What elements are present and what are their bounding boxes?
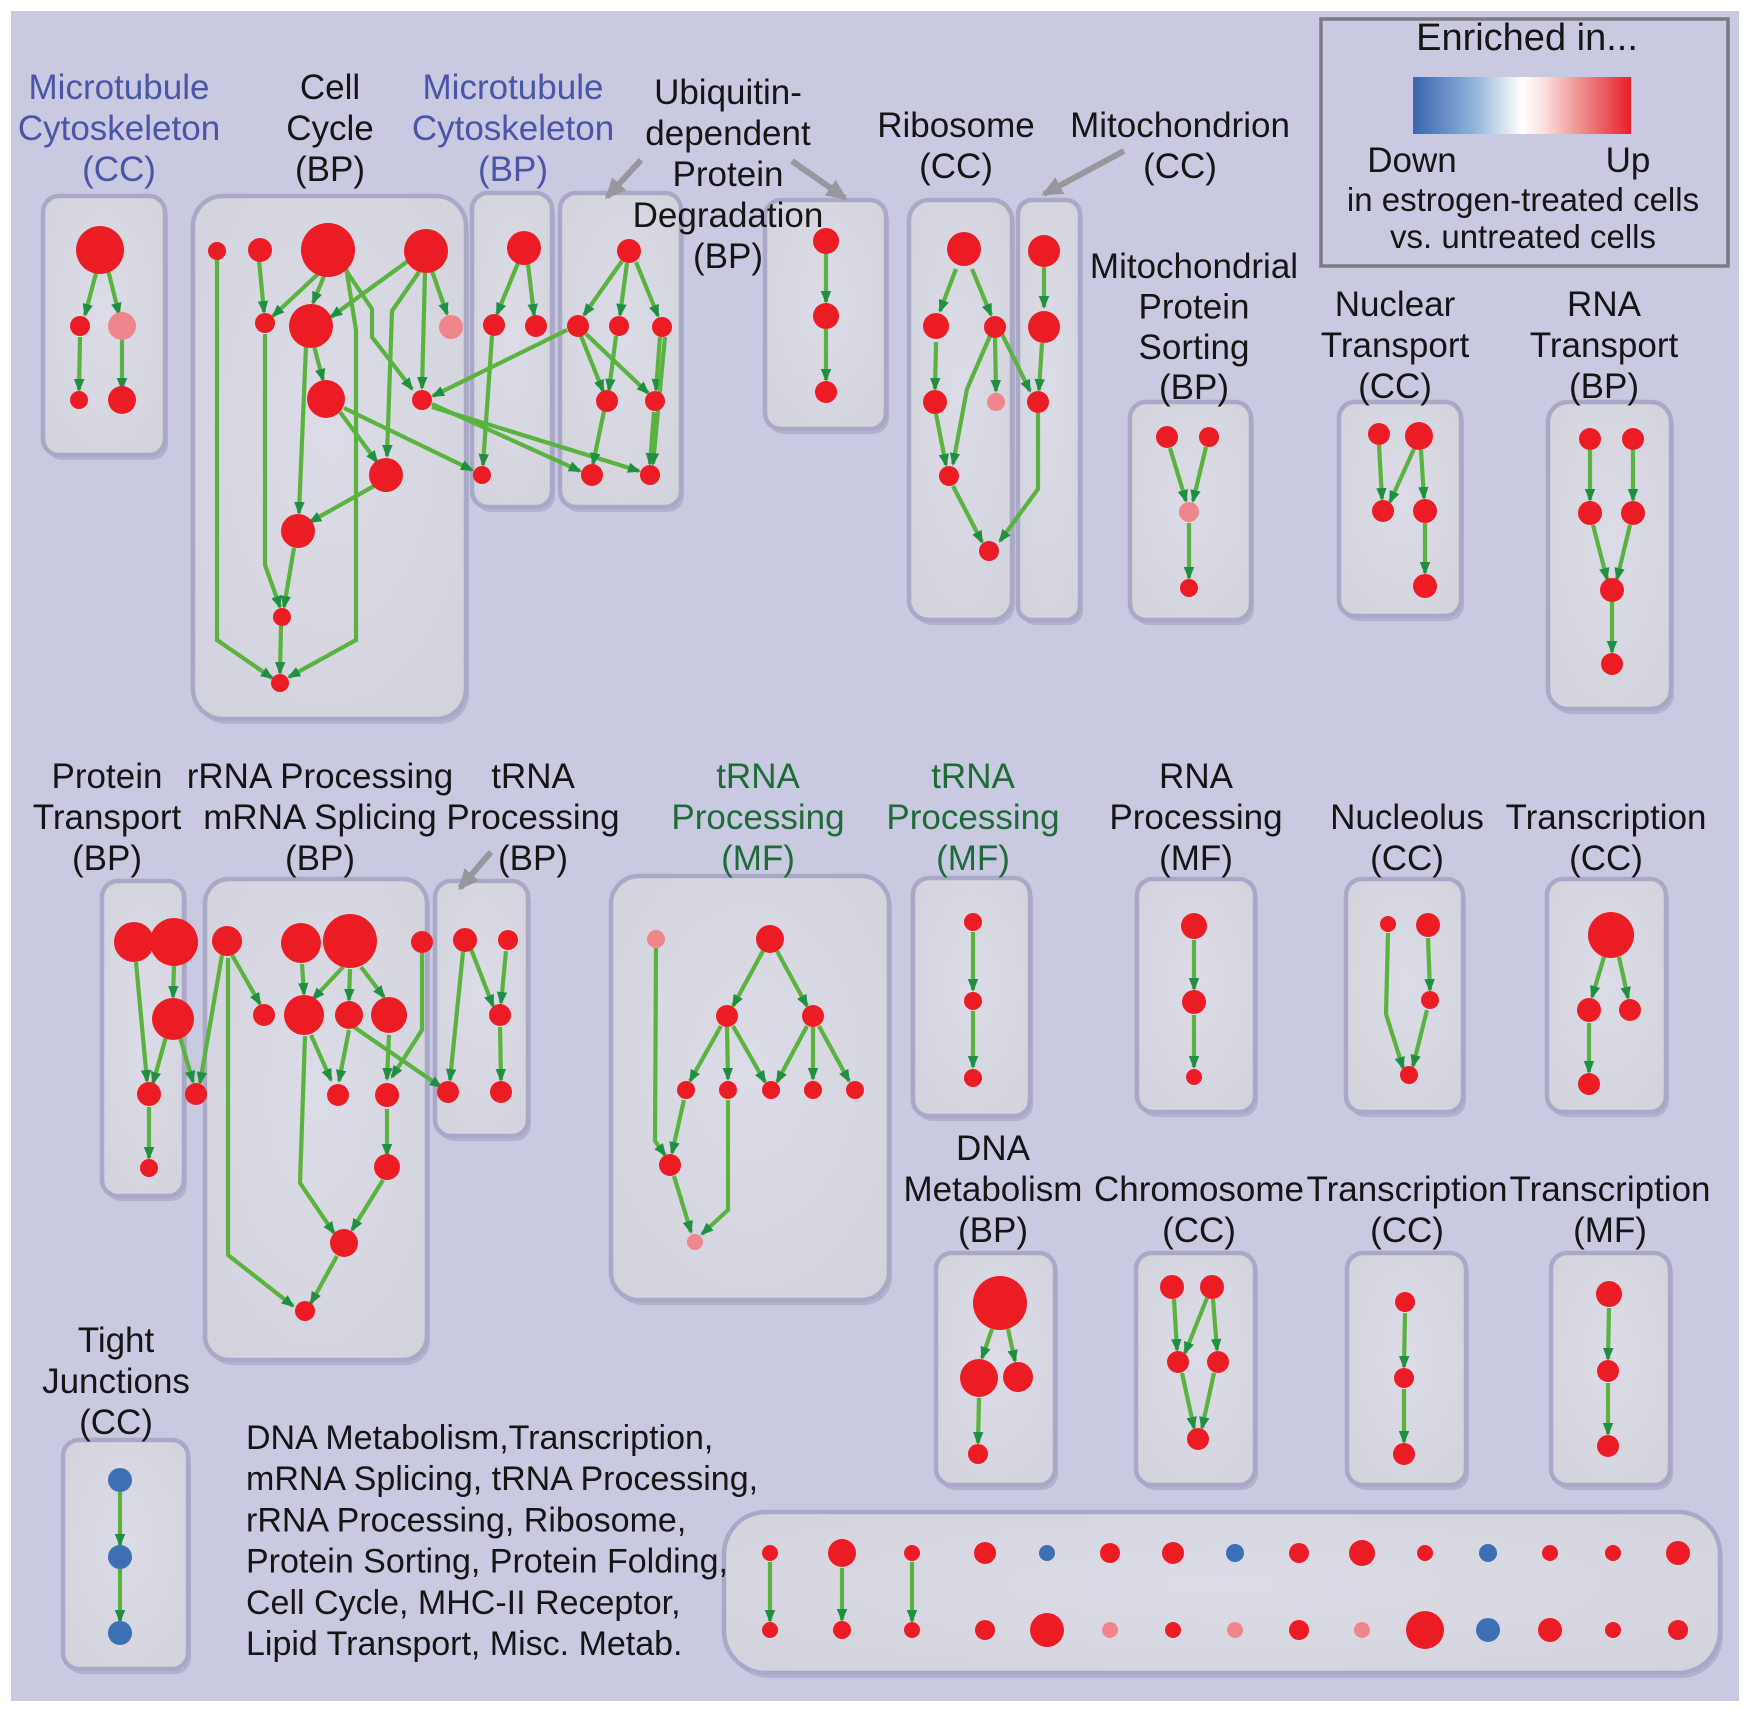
svg-text:Transcription(CC): Transcription (CC): [1506, 798, 1707, 878]
svg-text:vs. untreated cells: vs. untreated cells: [1390, 218, 1656, 255]
svg-text:Transcription(CC): Transcription (CC): [1307, 1170, 1508, 1250]
svg-text:Mitochondrion(CC): Mitochondrion (CC): [1070, 106, 1290, 186]
svg-text:Chromosome(CC): Chromosome (CC): [1094, 1170, 1304, 1250]
svg-text:Nucleolus(CC): Nucleolus (CC): [1330, 798, 1484, 878]
svg-text:Up: Up: [1606, 141, 1651, 180]
svg-text:DNA Metabolism,Transcription,m: DNA Metabolism,Transcription, mRNA Splici…: [246, 1419, 758, 1663]
svg-text:Down: Down: [1367, 141, 1456, 180]
svg-text:in estrogen-treated cells: in estrogen-treated cells: [1347, 181, 1699, 218]
svg-text:Transcription(MF): Transcription (MF): [1510, 1170, 1711, 1250]
svg-text:Ribosome(CC): Ribosome (CC): [877, 106, 1035, 186]
svg-text:Enriched in...: Enriched in...: [1416, 17, 1638, 59]
